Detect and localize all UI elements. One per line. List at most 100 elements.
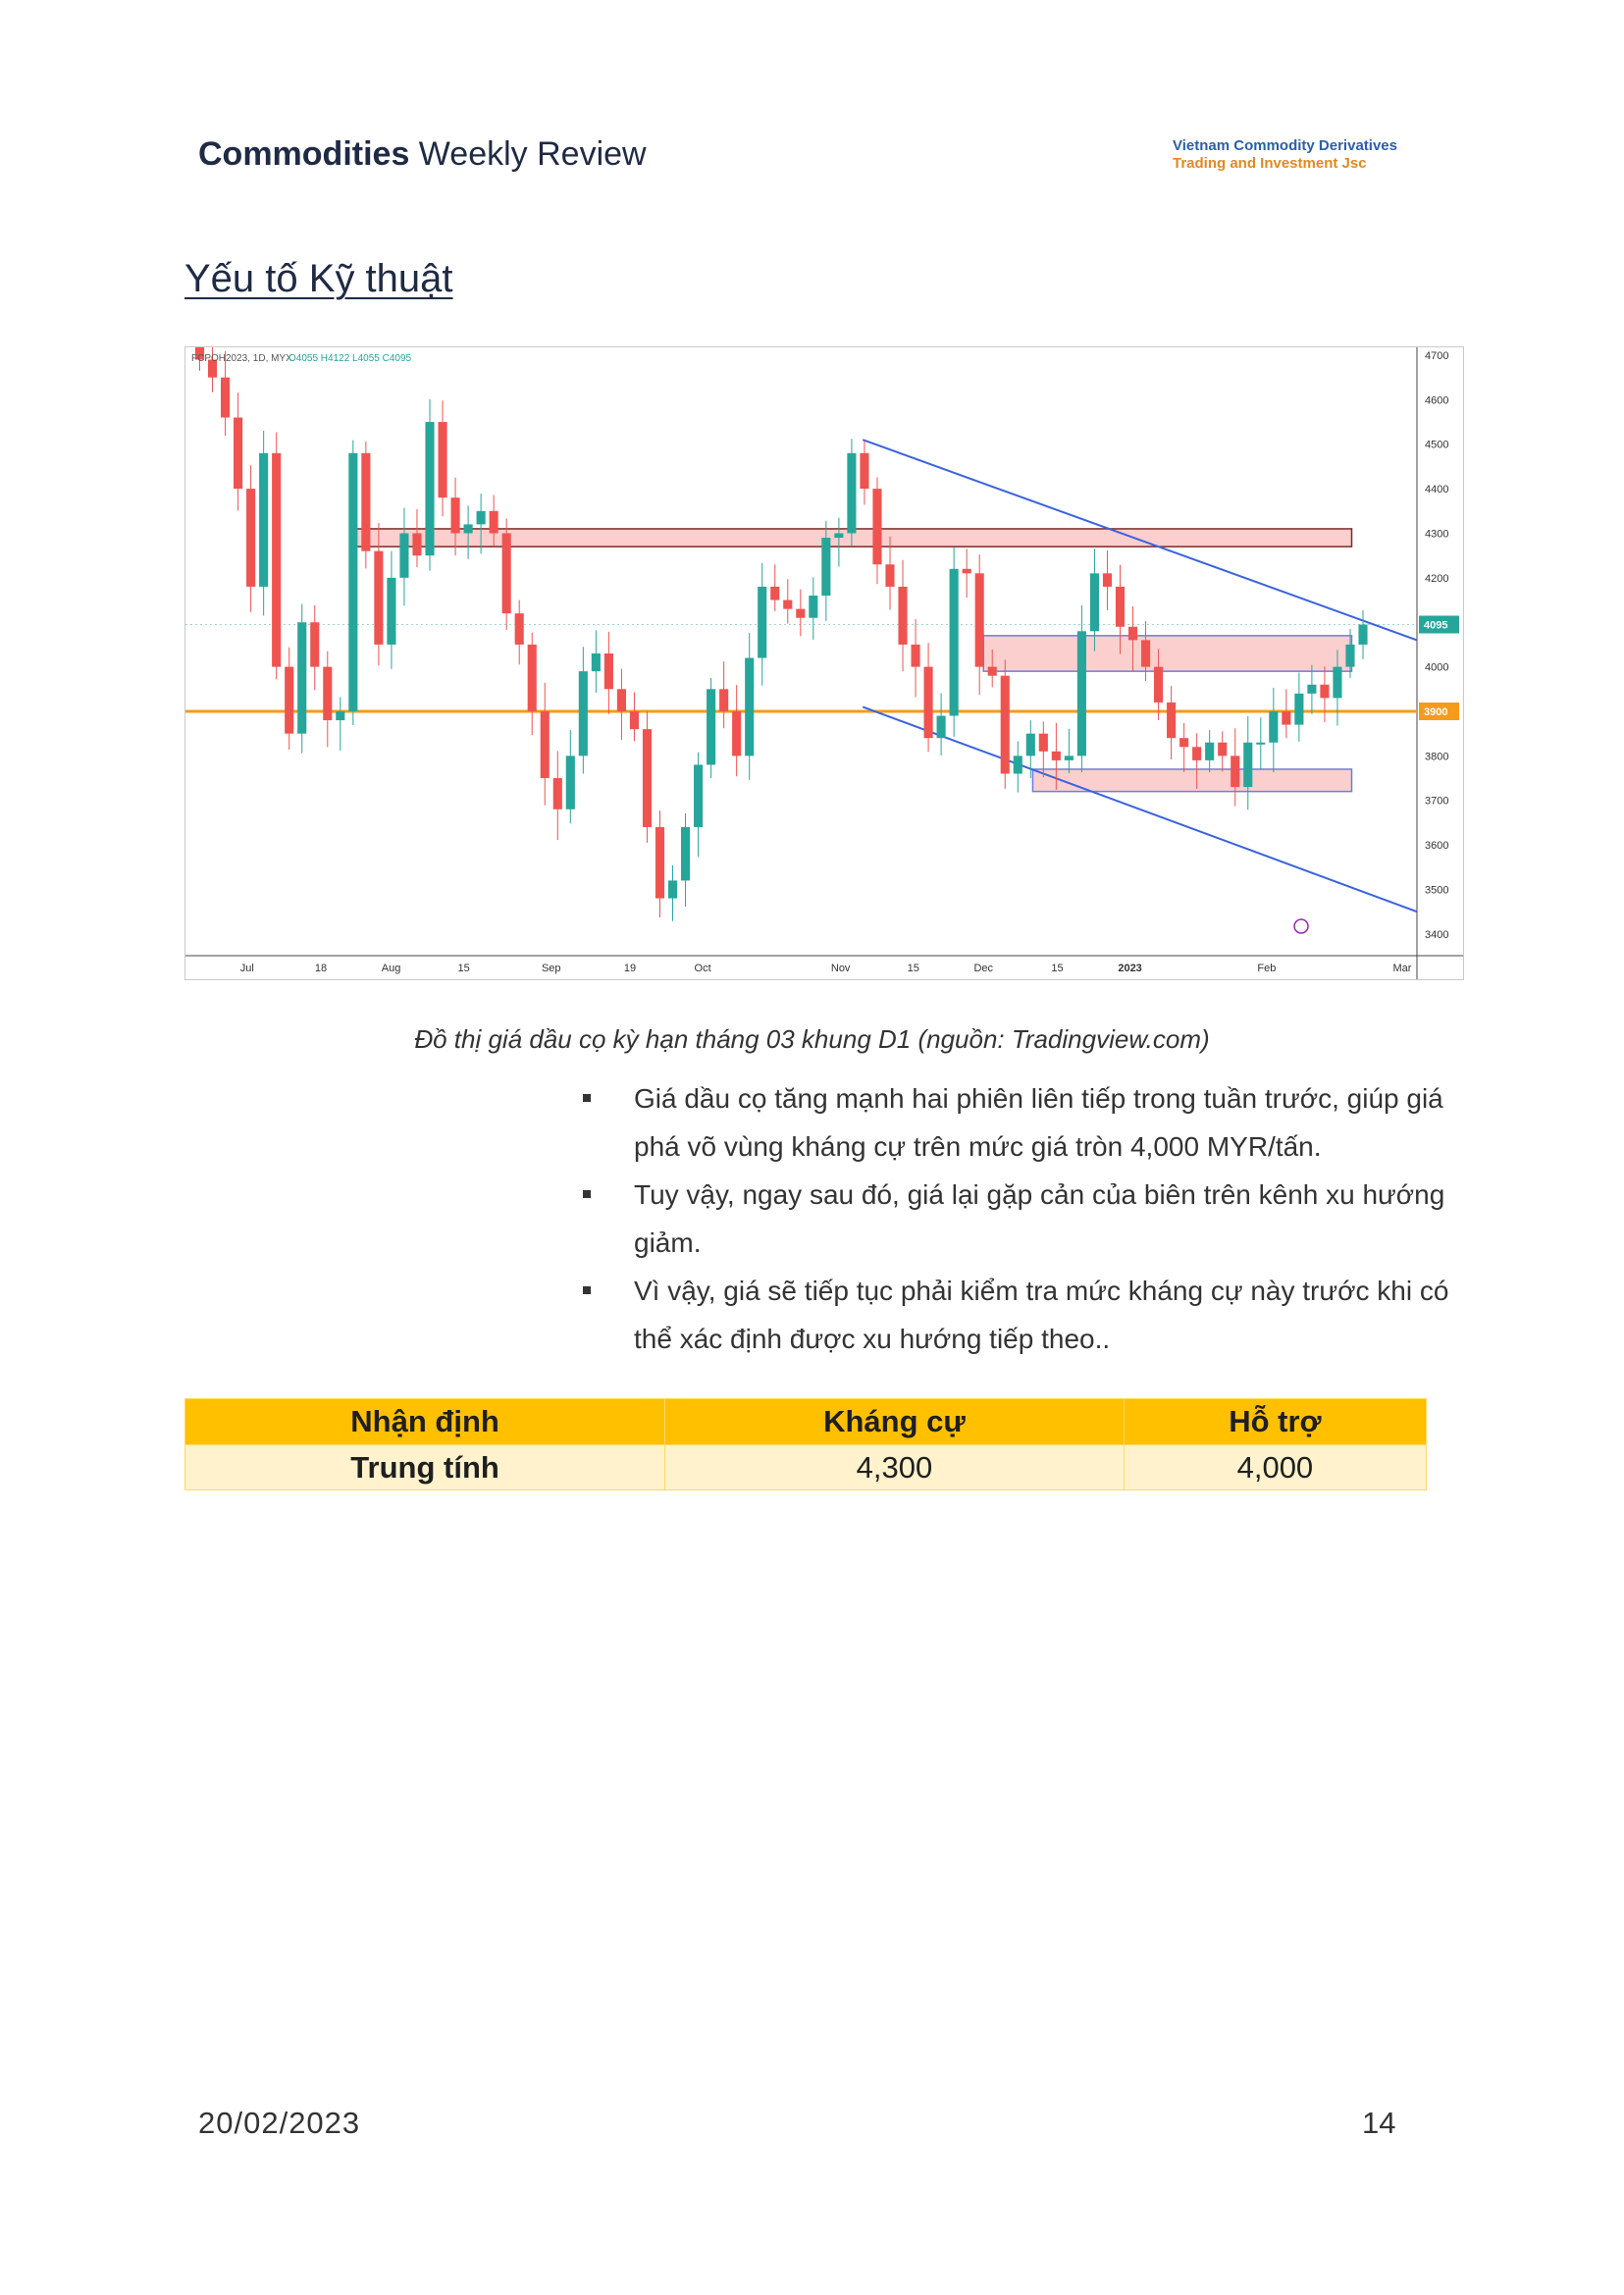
candle-body bbox=[425, 422, 435, 556]
company-logo: Vietnam Commodity Derivatives Trading an… bbox=[1173, 137, 1397, 173]
bullet-text: Tuy vậy, ngay sau đó, giá lại gặp cản củ… bbox=[634, 1179, 1445, 1258]
candle-body bbox=[936, 715, 946, 739]
candle-body bbox=[234, 417, 243, 490]
cell-resistance: 4,300 bbox=[664, 1444, 1125, 1490]
x-tick-label: 19 bbox=[624, 963, 636, 974]
candle-body bbox=[898, 586, 908, 645]
candle-body bbox=[1064, 756, 1074, 760]
candle-body bbox=[246, 489, 256, 587]
candle-body bbox=[1231, 756, 1240, 788]
candle-body bbox=[1127, 626, 1138, 641]
candle-body bbox=[1140, 640, 1151, 667]
candle-body bbox=[1192, 747, 1202, 760]
page-number: 14 bbox=[1362, 2106, 1396, 2140]
level-price-label-bg bbox=[1419, 702, 1459, 720]
bullet-list: Giá dầu cọ tăng mạnh hai phiên liên tiếp… bbox=[579, 1074, 1462, 1363]
candle-body bbox=[860, 452, 869, 490]
candle-body bbox=[285, 666, 294, 734]
candle-body bbox=[745, 657, 755, 756]
candle-body bbox=[514, 613, 524, 645]
y-tick-label: 3400 bbox=[1425, 929, 1448, 941]
candle-body bbox=[591, 653, 601, 672]
bullet-marker bbox=[583, 1094, 591, 1102]
candle-body bbox=[770, 586, 780, 600]
candle-body bbox=[272, 452, 282, 667]
candle-body bbox=[974, 573, 984, 667]
candle-body bbox=[194, 345, 205, 360]
candle-body bbox=[1038, 733, 1048, 752]
channel-lower-line bbox=[862, 705, 1418, 913]
table-row: Trung tính 4,300 4,000 bbox=[183, 1444, 1428, 1490]
candle-body bbox=[1333, 666, 1342, 699]
candle-body bbox=[348, 452, 358, 711]
candle-body bbox=[642, 729, 653, 827]
cell-assessment: Trung tính bbox=[183, 1444, 666, 1490]
x-tick-label: Feb bbox=[1257, 963, 1276, 974]
y-tick-label: 4300 bbox=[1425, 528, 1448, 540]
resistance-zone-mid bbox=[982, 635, 1353, 672]
candle-body bbox=[438, 422, 447, 498]
assessment-table: Nhận định Kháng cự Hỗ trợ Trung tính 4,3… bbox=[183, 1398, 1428, 1490]
cell-support: 4,000 bbox=[1123, 1444, 1428, 1490]
candle-body bbox=[310, 622, 320, 667]
candle-body bbox=[1345, 644, 1355, 667]
y-tick-label: 4200 bbox=[1425, 573, 1448, 585]
logo-line1: Vietnam Commodity Derivatives bbox=[1173, 137, 1397, 154]
y-tick-label: 4400 bbox=[1425, 484, 1448, 496]
x-tick-label: 15 bbox=[1051, 963, 1063, 974]
candle-body bbox=[323, 666, 333, 721]
y-tick-label: 4700 bbox=[1425, 350, 1448, 362]
candle-body bbox=[1154, 666, 1164, 703]
header-support: Hỗ trợ bbox=[1123, 1398, 1428, 1445]
candle-body bbox=[834, 533, 844, 539]
x-tick-label: Dec bbox=[973, 963, 993, 974]
chart-title: FCPOH2023, 1D, MYX bbox=[191, 353, 292, 364]
candle-body bbox=[1089, 573, 1099, 632]
candle-body bbox=[387, 577, 396, 645]
candle-body bbox=[1025, 733, 1035, 756]
candle-body bbox=[949, 568, 959, 716]
header-resistance: Kháng cự bbox=[664, 1398, 1125, 1445]
candle-body bbox=[783, 600, 793, 609]
price-chart: 4700460045004400430042004100400039003800… bbox=[184, 332, 1464, 980]
candle-body bbox=[1102, 573, 1113, 587]
candle-body bbox=[872, 489, 882, 565]
candle-body bbox=[1307, 684, 1317, 694]
candle-body bbox=[987, 666, 997, 676]
chart-caption: Đồ thị giá dầu cọ kỳ hạn tháng 03 khung … bbox=[414, 1024, 1210, 1054]
x-tick-label: 15 bbox=[458, 963, 470, 974]
y-tick-label: 3700 bbox=[1425, 796, 1448, 808]
candle-body bbox=[796, 608, 806, 618]
y-tick-label: 3500 bbox=[1425, 884, 1448, 896]
y-tick-label: 3800 bbox=[1425, 751, 1448, 762]
x-tick-label: 18 bbox=[315, 963, 327, 974]
bullet-item: Tuy vậy, ngay sau đó, giá lại gặp cản củ… bbox=[579, 1171, 1462, 1267]
header-rest: Weekly Review bbox=[409, 135, 647, 173]
candle-body bbox=[758, 586, 767, 658]
candle-body bbox=[885, 564, 895, 587]
candle-body bbox=[1013, 756, 1022, 774]
candle-body bbox=[1218, 742, 1228, 756]
candle-body bbox=[463, 524, 473, 534]
candle-body bbox=[847, 452, 857, 534]
candle-body bbox=[1282, 710, 1291, 725]
y-tick-label: 4500 bbox=[1425, 440, 1448, 451]
candle-body bbox=[1269, 710, 1279, 743]
candle-body bbox=[1000, 675, 1010, 774]
candlestick-chart-svg: 4700460045004400430042004100400039003800… bbox=[185, 332, 1463, 979]
x-tick-label: Mar bbox=[1392, 963, 1411, 974]
candle-body bbox=[1294, 693, 1304, 725]
candle-body bbox=[501, 533, 511, 614]
x-tick-label: 15 bbox=[908, 963, 919, 974]
candle-body bbox=[361, 452, 371, 551]
candle-body bbox=[809, 596, 818, 618]
support-zone-low bbox=[1031, 768, 1353, 793]
candle-body bbox=[578, 671, 588, 756]
level-price-label: 3900 bbox=[1424, 706, 1447, 718]
candle-body bbox=[489, 510, 498, 534]
candle-body bbox=[1076, 631, 1086, 756]
candle-body bbox=[707, 689, 716, 765]
header-assessment: Nhận định bbox=[183, 1398, 666, 1445]
candle-body bbox=[1256, 742, 1266, 745]
candle-body bbox=[1167, 702, 1177, 739]
